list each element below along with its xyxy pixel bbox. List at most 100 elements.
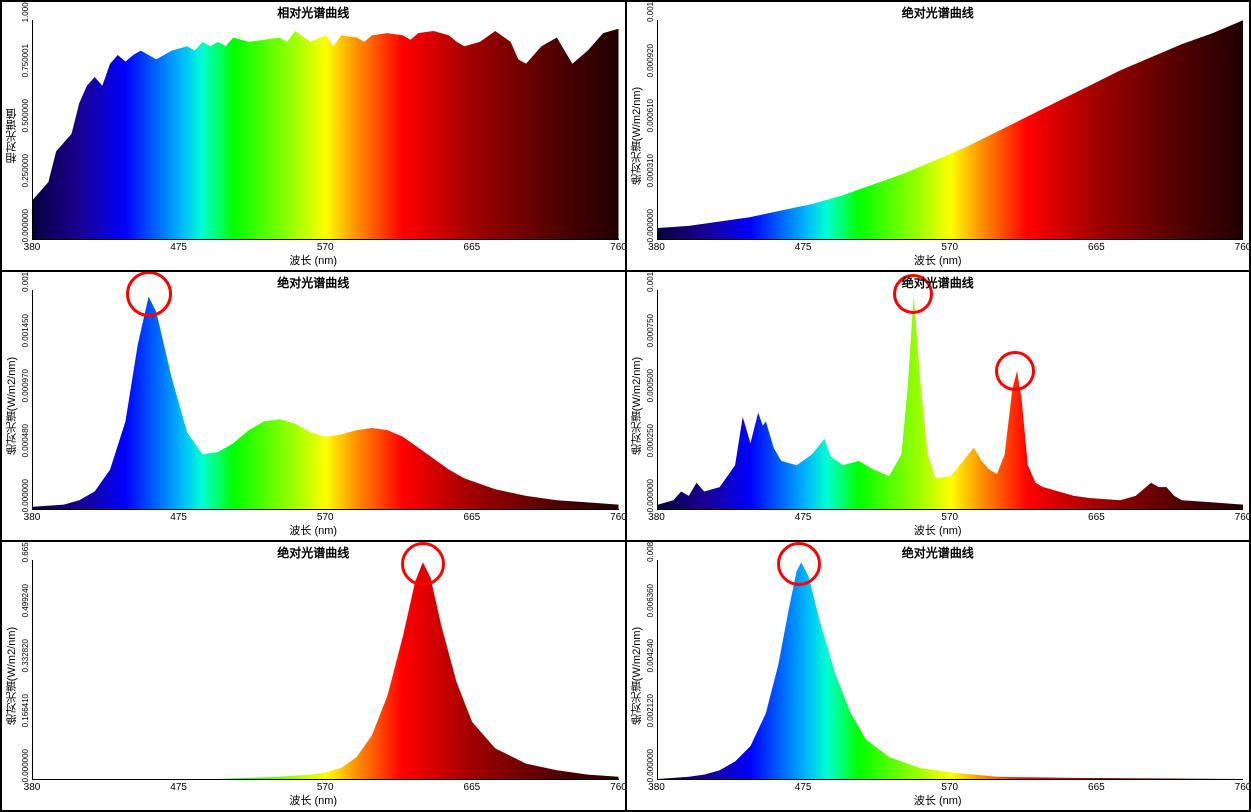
x-tick: 570 [941, 782, 958, 793]
y-tick: 0.750001 [21, 44, 30, 77]
x-tick: 475 [170, 242, 187, 253]
panel-1: 绝对光谱曲线绝对光谱(W/m2/nm)0.0000000.0003100.000… [626, 1, 1251, 271]
x-axis-label: 波长 (nm) [289, 252, 337, 268]
plot-area [32, 20, 619, 240]
x-tick: 665 [1088, 512, 1105, 523]
x-tick: 760 [1235, 782, 1250, 793]
y-tick: 0.000480 [21, 424, 30, 457]
spectrum-area-icon [33, 290, 619, 509]
y-tick: 0.002120 [646, 694, 655, 727]
y-tick: 0.00194 [21, 271, 30, 292]
x-tick: 665 [1088, 242, 1105, 253]
x-axis-label: 波长 (nm) [914, 792, 962, 808]
plot-area [657, 20, 1244, 240]
spectrum-area-icon [658, 20, 1244, 239]
plot-area [657, 560, 1244, 780]
panel-4: 绝对光谱曲线绝对光谱(W/m2/nm)0.0000000.1664100.332… [1, 541, 626, 811]
chart-title: 绝对光谱曲线 [902, 274, 974, 291]
x-tick: 380 [24, 242, 41, 253]
y-tick: 0.250000 [21, 154, 30, 187]
y-tick: 0.499240 [21, 584, 30, 617]
x-tick: 570 [317, 242, 334, 253]
x-tick: 475 [795, 512, 812, 523]
y-tick: 0.000000 [21, 749, 30, 782]
x-ticks: 380475570665760 [657, 782, 1244, 794]
x-tick: 475 [170, 782, 187, 793]
y-tick: 0.000000 [646, 479, 655, 512]
panel-5: 绝对光谱曲线绝对光谱(W/m2/nm)0.0000000.0021200.004… [626, 541, 1251, 811]
y-tick: 0.000000 [21, 209, 30, 242]
peak-marker-icon [401, 542, 445, 586]
y-tick: 0.000970 [21, 369, 30, 402]
x-tick: 570 [317, 512, 334, 523]
y-tick: 0.000310 [646, 154, 655, 187]
x-ticks: 380475570665760 [32, 782, 619, 794]
x-axis-label: 波长 (nm) [289, 792, 337, 808]
plot-area [32, 290, 619, 510]
x-axis-label: 波长 (nm) [914, 252, 962, 268]
y-tick: 0.000920 [646, 44, 655, 77]
x-tick: 665 [464, 512, 481, 523]
y-tick: 0.332820 [21, 639, 30, 672]
y-tick: 0.00123 [646, 1, 655, 22]
y-ticks: 0.0000000.2500000.5000000.7500011.000000 [18, 20, 30, 240]
y-tick: 0.006360 [646, 584, 655, 617]
panel-0: 相对光谱曲线相对光谱值0.0000000.2500000.5000000.750… [1, 1, 626, 271]
chart-title: 绝对光谱曲线 [277, 544, 349, 561]
x-tick: 570 [941, 242, 958, 253]
x-tick: 380 [24, 512, 41, 523]
y-ticks: 0.0000000.0003100.0006100.0009200.00123 [643, 20, 655, 240]
panel-2: 绝对光谱曲线绝对光谱(W/m2/nm)0.0000000.0004800.000… [1, 271, 626, 541]
y-tick: 0.166410 [21, 694, 30, 727]
y-ticks: 0.0000000.1664100.3328200.4992400.665650 [18, 560, 30, 780]
chart-title: 绝对光谱曲线 [277, 274, 349, 291]
x-tick: 380 [24, 782, 41, 793]
spectrum-area-icon [33, 560, 619, 779]
peak-marker-icon [995, 351, 1035, 391]
y-tick: 0.000000 [646, 749, 655, 782]
chart-title: 绝对光谱曲线 [902, 544, 974, 561]
panel-3: 绝对光谱曲线绝对光谱(W/m2/nm)0.0000000.0002500.000… [626, 271, 1251, 541]
chart-title: 绝对光谱曲线 [902, 4, 974, 21]
x-tick: 665 [464, 242, 481, 253]
x-ticks: 380475570665760 [32, 512, 619, 524]
x-axis-label: 波长 (nm) [289, 522, 337, 538]
x-tick: 380 [648, 512, 665, 523]
y-ticks: 0.0000000.0021200.0042400.0063600.00848 [643, 560, 655, 780]
y-ticks: 0.0000000.0004800.0009700.0014500.00194 [18, 290, 30, 510]
x-tick: 475 [170, 512, 187, 523]
y-tick: 0.00848 [646, 541, 655, 562]
spectrum-grid: 相对光谱曲线相对光谱值0.0000000.2500000.5000000.750… [0, 0, 1251, 812]
x-tick: 570 [317, 782, 334, 793]
spectrum-area-icon [658, 560, 1244, 779]
x-tick: 665 [464, 782, 481, 793]
y-tick: 0.000750 [646, 314, 655, 347]
y-tick: 0.000610 [646, 99, 655, 132]
y-tick: 0.001450 [21, 314, 30, 347]
y-tick: 0.00100 [646, 271, 655, 292]
y-tick: 0.000000 [21, 479, 30, 512]
x-ticks: 380475570665760 [657, 242, 1244, 254]
y-tick: 0.000500 [646, 369, 655, 402]
x-tick: 380 [648, 242, 665, 253]
spectrum-area-icon [33, 20, 619, 239]
x-axis-label: 波长 (nm) [914, 522, 962, 538]
x-ticks: 380475570665760 [32, 242, 619, 254]
y-tick: 0.004240 [646, 639, 655, 672]
y-ticks: 0.0000000.0002500.0005000.0007500.00100 [643, 290, 655, 510]
plot-area [657, 290, 1244, 510]
y-tick: 0.500000 [21, 99, 30, 132]
x-tick: 760 [1235, 242, 1250, 253]
x-tick: 760 [610, 782, 625, 793]
spectrum-area-icon [658, 290, 1244, 509]
x-tick: 760 [610, 242, 625, 253]
x-tick: 760 [610, 512, 625, 523]
x-tick: 475 [795, 782, 812, 793]
x-ticks: 380475570665760 [657, 512, 1244, 524]
y-tick: 0.000000 [646, 209, 655, 242]
peak-marker-icon [126, 271, 172, 317]
x-tick: 665 [1088, 782, 1105, 793]
y-tick: 0.665650 [21, 541, 30, 562]
chart-title: 相对光谱曲线 [277, 4, 349, 21]
y-tick: 1.000000 [21, 1, 30, 22]
